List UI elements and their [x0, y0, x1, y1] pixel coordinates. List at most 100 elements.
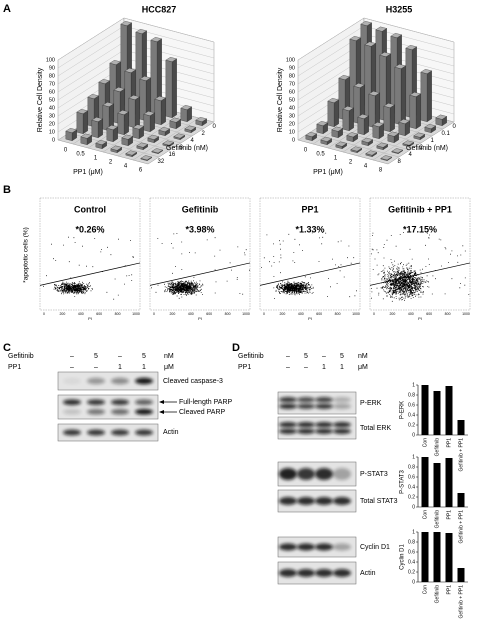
bar-front [132, 127, 140, 139]
band [315, 497, 333, 505]
bar-top [380, 155, 393, 161]
x-tick-label: 200 [59, 312, 65, 316]
bar-top [136, 142, 149, 148]
bar [409, 92, 422, 130]
band [297, 543, 315, 551]
gate-line [149, 262, 251, 286]
x-tick-label: Con [422, 438, 428, 447]
bar [65, 128, 78, 142]
z-axis-label: Gefitinib (nM) [406, 145, 448, 152]
treatment-name: PP1 [238, 364, 251, 371]
bar [424, 124, 437, 134]
treatment-name: PP1 [8, 364, 21, 371]
bar-top [154, 96, 167, 101]
plot-frame [39, 197, 141, 311]
bar-front [327, 100, 335, 127]
bar-top [364, 41, 377, 47]
band [63, 377, 81, 385]
treatment-unit: μM [164, 364, 174, 371]
bar [162, 140, 175, 148]
bar-top [360, 21, 373, 26]
x-axis-label: PP1 (μM) [73, 169, 103, 176]
y-axis-label: Cyclin D1 [400, 544, 406, 570]
x-tick-label: PP1 [446, 510, 452, 520]
x-tick-label: 600 [426, 312, 432, 316]
bar-top [383, 103, 396, 108]
bar-top [132, 124, 145, 130]
blot [57, 423, 159, 442]
bar [445, 458, 453, 507]
band [333, 428, 351, 434]
bar-top [365, 150, 378, 156]
lane-value: – [322, 353, 326, 360]
blot-label: P-STAT3 [360, 471, 388, 478]
bar-side [389, 104, 395, 133]
bar-top [413, 132, 426, 138]
plot-frame [259, 197, 361, 311]
band [297, 422, 315, 428]
bar-top [368, 91, 381, 96]
scatter-dots [371, 232, 470, 302]
bar-top [65, 128, 78, 133]
x-axis-label: PI [308, 316, 312, 321]
bar [316, 121, 329, 135]
bar [305, 132, 318, 142]
x-tick-label: 800 [115, 312, 121, 316]
scatter-dots [261, 232, 357, 299]
lane-value: 1 [142, 364, 146, 371]
bar-side [149, 112, 155, 133]
x-tick-label: 0 [64, 148, 68, 154]
x-axis-label: PI [418, 316, 422, 321]
bar [331, 126, 344, 139]
treatment-name: Gefitinib [8, 353, 34, 360]
bar-top [76, 109, 89, 114]
band [333, 569, 351, 577]
y-tick-label: 70 [49, 81, 55, 87]
lane-value: 5 [142, 353, 146, 360]
bar-top [120, 21, 133, 26]
band [63, 408, 81, 415]
x-tick-label: 0.5 [76, 152, 85, 158]
bar-side [348, 107, 354, 132]
arrow-head [159, 410, 164, 414]
bar [361, 137, 374, 147]
bar-side [97, 118, 103, 139]
bar [117, 110, 130, 136]
floor-grid [308, 132, 400, 158]
bar-top [80, 133, 93, 139]
band [135, 377, 153, 385]
band [315, 468, 333, 480]
bar-front [117, 112, 125, 135]
bar-front [102, 104, 110, 131]
grid-line [57, 17, 215, 61]
y-axis-label: P-ERK [400, 401, 406, 419]
bar-top [173, 133, 186, 139]
bar-side [400, 65, 406, 126]
y-tick-label: 0.6 [408, 402, 415, 408]
bar-top [147, 134, 160, 140]
bar [398, 119, 411, 137]
band [315, 397, 333, 403]
bar-front [420, 71, 428, 122]
bar [327, 98, 340, 128]
y-axis-label: *apoptotic cells (%) [23, 227, 30, 283]
z-tick-label: 1 [431, 138, 435, 144]
bar-top [342, 106, 355, 111]
bar-front [398, 121, 406, 136]
bar-front [165, 59, 173, 118]
bar [435, 114, 448, 127]
z-tick-label: 8 [180, 145, 184, 151]
bar [154, 96, 167, 126]
bar-top [435, 114, 448, 120]
chart-title: H3255 [386, 4, 413, 14]
bar [457, 420, 465, 435]
band [315, 543, 333, 551]
z-tick-label: 4 [409, 152, 413, 158]
y-tick-label: 0.8 [408, 392, 415, 398]
bar-front [409, 94, 417, 129]
x-tick-label: 1000 [132, 312, 140, 316]
y-tick-label: 0 [412, 579, 415, 585]
x-tick-label: Gefitinib + PP1 [458, 585, 464, 619]
bar-front [372, 124, 380, 139]
x-tick-label: 600 [206, 312, 212, 316]
